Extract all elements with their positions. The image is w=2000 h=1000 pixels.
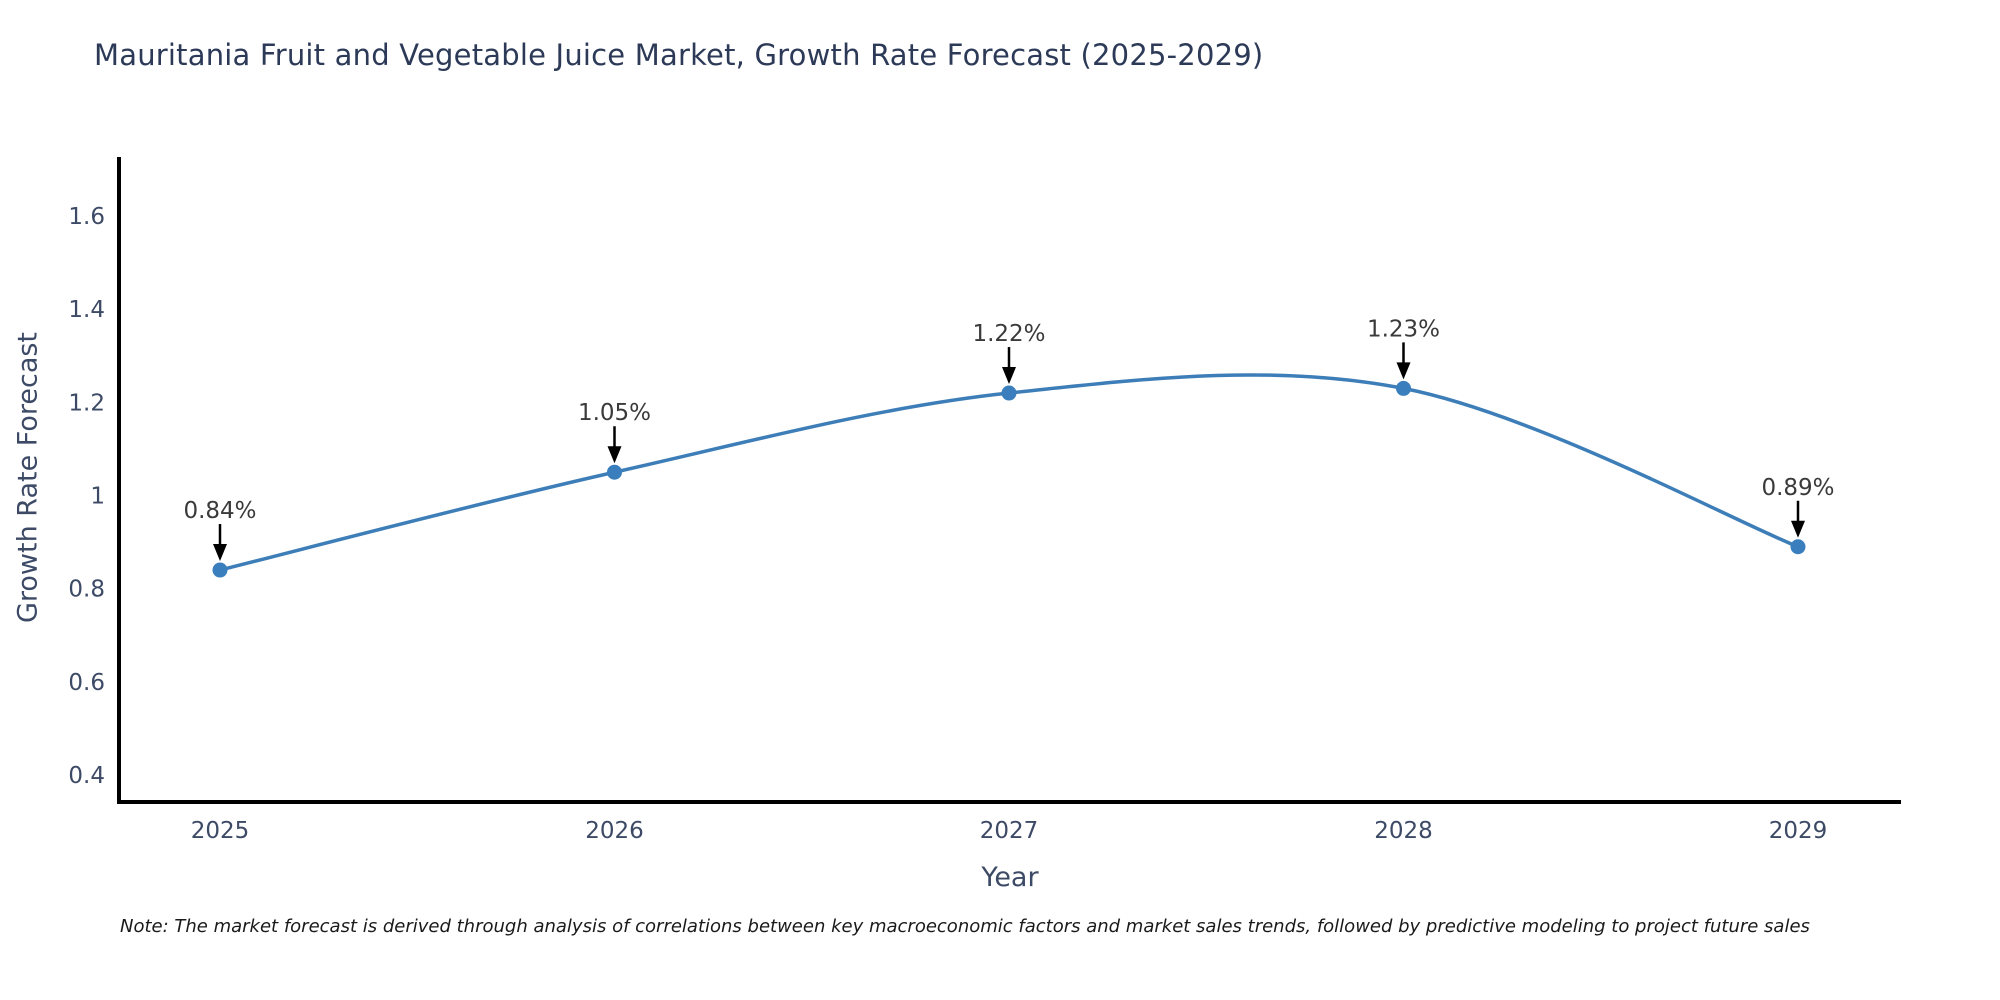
- y-tick-label: 1.2: [68, 390, 105, 416]
- y-tick-label: 1.6: [68, 204, 105, 230]
- y-tick-label: 0.4: [68, 763, 105, 789]
- annotation-arrow-head: [1396, 362, 1411, 380]
- data-point-marker[interactable]: [1001, 385, 1017, 401]
- annotation-label: 1.23%: [1367, 316, 1440, 342]
- chart-footnote: Note: The market forecast is derived thr…: [120, 916, 1810, 937]
- forecast-line: [218, 373, 1800, 572]
- annotation-label: 0.89%: [1761, 475, 1834, 501]
- chart-title: Mauritania Fruit and Vegetable Juice Mar…: [94, 38, 1264, 72]
- annotation-arrow-head: [213, 544, 227, 562]
- x-tick-label: 2028: [1374, 818, 1433, 844]
- annotation-label: 0.84%: [183, 498, 256, 524]
- y-tick-label: 1: [90, 484, 105, 510]
- data-point-marker[interactable]: [607, 464, 622, 480]
- x-tick-label: 2029: [1769, 818, 1828, 844]
- data-point-marker[interactable]: [212, 562, 228, 578]
- x-tick-label: 2027: [980, 818, 1039, 844]
- y-tick-label: 0.6: [68, 670, 105, 696]
- annotation-label: 1.05%: [578, 400, 651, 426]
- x-axis-title: Year: [981, 862, 1039, 893]
- annotation-arrow-head: [1791, 520, 1805, 538]
- x-tick-label: 2025: [191, 818, 250, 844]
- x-tick-label: 2026: [585, 818, 644, 844]
- annotation-arrow-head: [607, 446, 622, 464]
- data-point-marker[interactable]: [1790, 539, 1806, 555]
- y-tick-label: 1.4: [68, 297, 105, 323]
- y-tick-label: 0.8: [68, 577, 105, 603]
- annotation-arrow-head: [1002, 367, 1016, 385]
- data-point-marker[interactable]: [1396, 380, 1411, 396]
- annotation-label: 1.22%: [972, 321, 1045, 347]
